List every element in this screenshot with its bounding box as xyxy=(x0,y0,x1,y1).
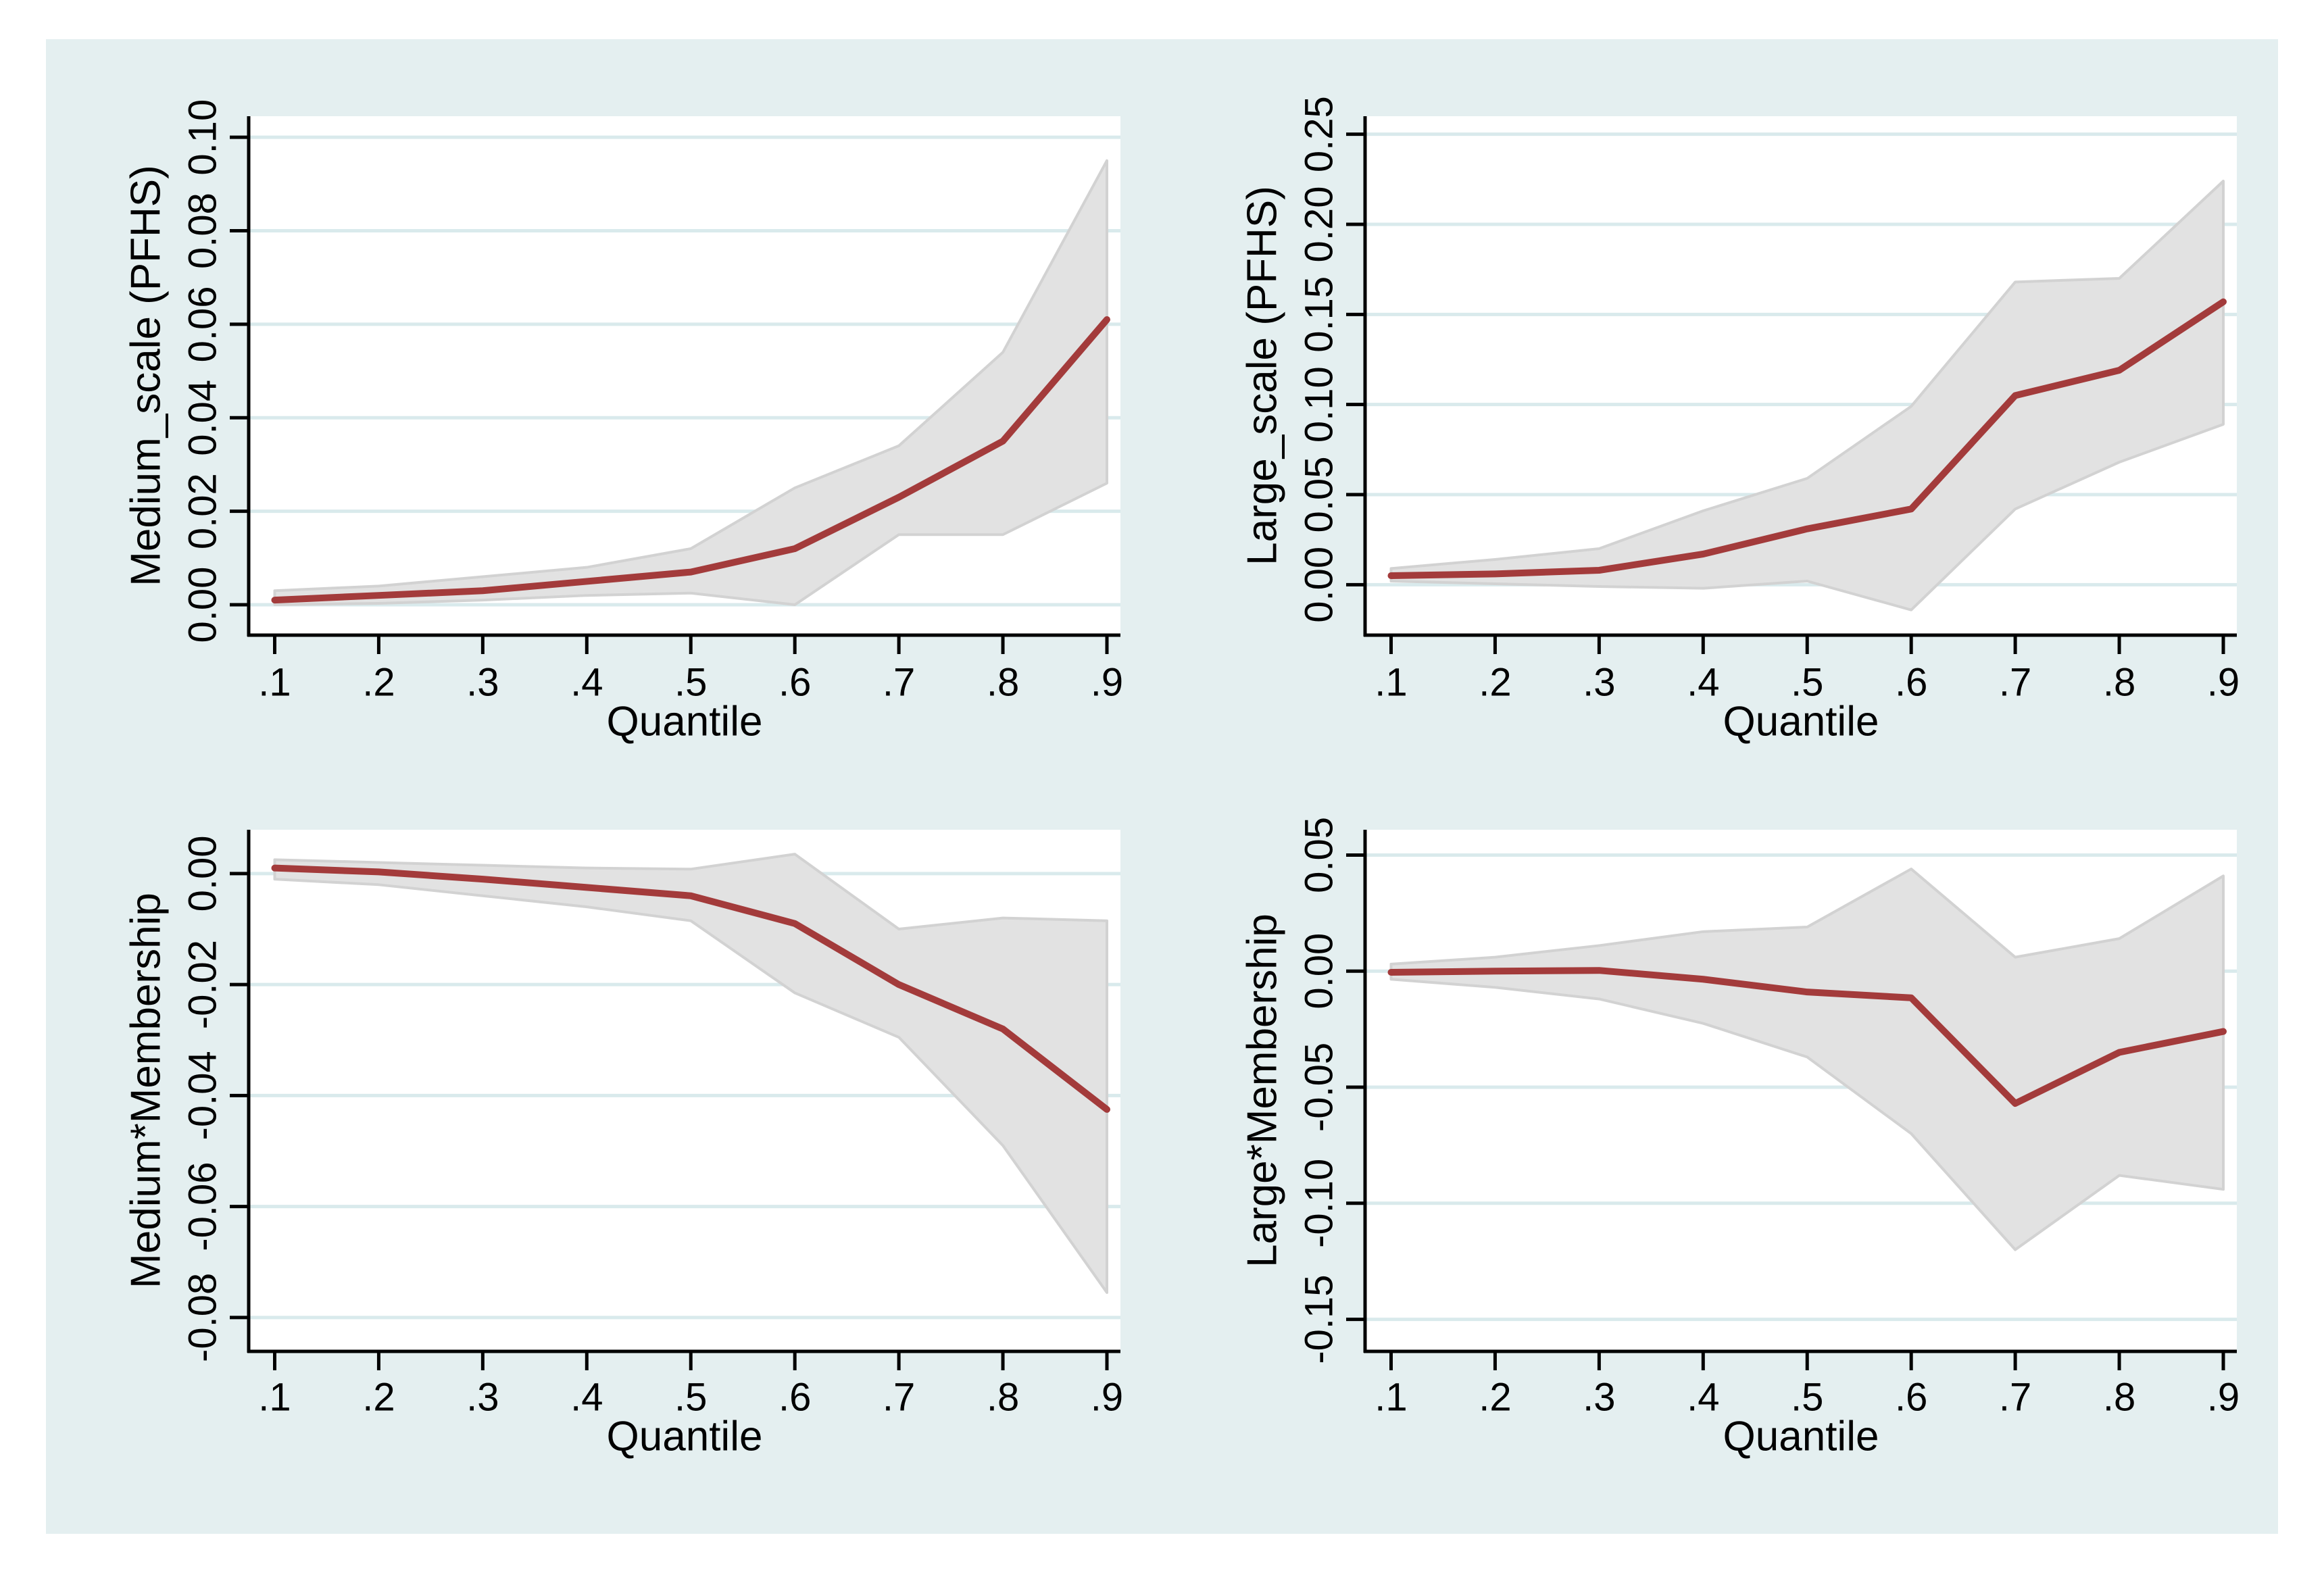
y-tick-label: 0.25 xyxy=(1297,96,1341,172)
y-axis-title: Medium_scale (PFHS) xyxy=(123,165,170,586)
y-tick-label: -0.08 xyxy=(181,1273,225,1362)
y-axis-title: Medium*Membership xyxy=(123,893,170,1289)
y-tick-label: -0.02 xyxy=(181,940,225,1029)
x-tick-label: .8 xyxy=(2103,661,2135,705)
y-tick-label: -0.10 xyxy=(1297,1159,1341,1248)
x-tick-label: .8 xyxy=(2103,1376,2135,1420)
x-tick-label: .2 xyxy=(362,1376,395,1420)
y-tick-label: -0.04 xyxy=(181,1051,225,1140)
x-tick-label: .9 xyxy=(2207,661,2240,705)
x-tick-label: .6 xyxy=(1895,1376,1927,1420)
chart-panel-large-membership: 0.05 0.00 -0.05 -0.10 -0.15 .1 .2 .3 .4 .5 .6 .7 .8.… xyxy=(1239,817,2240,1460)
y-tick-label: 0.10 xyxy=(181,99,225,176)
x-tick-label: .2 xyxy=(1479,661,1511,705)
x-tick-label: .5 xyxy=(674,1376,707,1420)
y-tick-label: -0.05 xyxy=(1297,1043,1341,1132)
x-axis-title: Quantile xyxy=(607,699,763,745)
y-axis-title: Large_scale (PFHS) xyxy=(1239,186,1286,566)
confidence-band xyxy=(1389,868,2225,1251)
chart-panel-medium-scale-pfhs: 0.00 0.02 0.04 0.06 0.08 0.10 .1 .2 .3 .4 .5 .6 .7 .8… xyxy=(123,99,1124,745)
x-tick-label: .4 xyxy=(570,661,603,705)
y-tick-label: 0.10 xyxy=(1297,366,1341,443)
y-tick-label: 0.00 xyxy=(181,835,225,912)
x-tick-label: .9 xyxy=(1091,1376,1123,1420)
y-tick-label: 0.04 xyxy=(181,380,225,456)
x-tick-label: .7 xyxy=(883,661,915,705)
x-tick-label: .7 xyxy=(883,1376,915,1420)
x-tick-label: .3 xyxy=(1583,1376,1615,1420)
x-axis-title: Quantile xyxy=(1723,1414,1879,1460)
coefficient-line xyxy=(271,316,1110,604)
x-tick-label: .3 xyxy=(466,1376,499,1420)
quantile-plot-figure: 0.00 0.02 0.04 0.06 0.08 0.10 .1 .2 .3 .4 .5 .6 .7 .8… xyxy=(46,39,2278,1534)
y-tick-label: 0.00 xyxy=(1297,547,1341,623)
x-tick-label: .4 xyxy=(1687,661,1719,705)
y-axis-title: Large*Membership xyxy=(1239,914,1286,1268)
y-tick-label: 0.08 xyxy=(181,193,225,269)
y-tick-label: 0.05 xyxy=(1297,457,1341,533)
x-tick-label: .4 xyxy=(1687,1376,1719,1420)
x-tick-label: .8 xyxy=(987,1376,1019,1420)
x-tick-label: .5 xyxy=(1791,1376,1823,1420)
y-tick-label: -0.15 xyxy=(1297,1274,1341,1364)
x-tick-label: .6 xyxy=(1895,661,1927,705)
y-tick-label: 0.02 xyxy=(181,473,225,549)
coefficient-line xyxy=(1387,967,2227,1107)
x-tick-label: .2 xyxy=(362,661,395,705)
y-tick-label: 0.00 xyxy=(1297,933,1341,1009)
x-tick-label: .1 xyxy=(258,1376,291,1420)
chart-panel-large-scale-pfhs: 0.00 0.05 0.10 0.15 0.20 0.25 .1 .2 .3 .4 .5 .6 .7 .8… xyxy=(1239,96,2240,745)
confidence-band xyxy=(1389,180,2225,611)
coefficient-line xyxy=(1387,298,2227,579)
x-tick-label: .1 xyxy=(258,661,291,705)
x-tick-label: .9 xyxy=(2207,1376,2240,1420)
x-tick-label: .9 xyxy=(1091,661,1123,705)
x-tick-label: .1 xyxy=(1375,1376,1407,1420)
coefficient-line xyxy=(271,864,1110,1113)
confidence-band xyxy=(273,853,1108,1294)
y-tick-label: 0.05 xyxy=(1297,817,1341,893)
y-tick-label: 0.15 xyxy=(1297,276,1341,353)
x-tick-label: .3 xyxy=(466,661,499,705)
x-tick-label: .4 xyxy=(570,1376,603,1420)
x-tick-label: .7 xyxy=(1999,661,2031,705)
x-tick-label: .7 xyxy=(1999,1376,2031,1420)
x-tick-label: .5 xyxy=(674,661,707,705)
y-tick-label: 0.20 xyxy=(1297,186,1341,263)
x-tick-label: .3 xyxy=(1583,661,1615,705)
x-tick-label: .5 xyxy=(1791,661,1823,705)
y-tick-label: 0.06 xyxy=(181,286,225,362)
x-axis-title: Quantile xyxy=(1723,699,1879,745)
x-tick-label: .8 xyxy=(987,661,1019,705)
chart-panel-medium-membership: 0.00 -0.02 -0.04 -0.06 -0.08 .1 .2 .3 .4 .5 .6 .7 .8… xyxy=(123,830,1123,1460)
x-tick-label: .1 xyxy=(1375,661,1407,705)
x-tick-label: .2 xyxy=(1479,1376,1511,1420)
y-tick-label: -0.06 xyxy=(181,1162,225,1251)
x-axis-title: Quantile xyxy=(607,1414,763,1460)
x-tick-label: .6 xyxy=(778,661,811,705)
y-tick-label: 0.00 xyxy=(181,567,225,643)
x-tick-label: .6 xyxy=(778,1376,811,1420)
